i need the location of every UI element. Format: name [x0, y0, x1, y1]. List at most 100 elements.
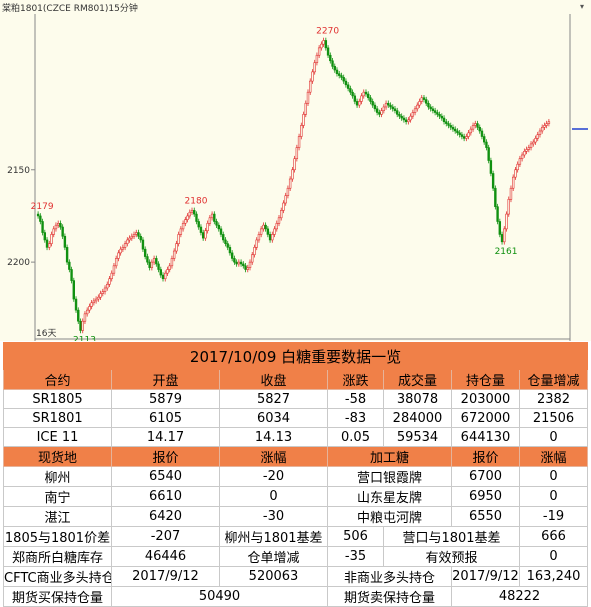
cell: 郑商所白糖库存 — [3, 546, 112, 567]
y-tick-label: 2200 — [7, 258, 30, 268]
cell: 520063 — [219, 566, 328, 587]
candle-body — [59, 223, 62, 228]
candle-body — [427, 102, 430, 108]
cftc-row: CFTC商业多头持仓 2017/9/12 520063 非商业多头持仓 2017… — [3, 566, 589, 587]
candle-body — [148, 261, 151, 268]
stock-row: 郑商所白糖库存 46446 仓单增减 -35 有效预报 0 — [3, 546, 589, 567]
candle-body — [425, 99, 428, 104]
candle-body — [246, 267, 249, 270]
candle-body — [242, 263, 245, 267]
header-cell: 收盘 — [219, 369, 328, 390]
candle-body — [498, 221, 502, 235]
candle-body — [462, 136, 466, 139]
cell: ICE 11 — [3, 427, 112, 447]
candle-body — [454, 128, 457, 132]
period-label: 16天 — [36, 329, 56, 339]
candle-body — [400, 115, 403, 119]
candle-body — [503, 228, 506, 243]
cell: 0 — [219, 486, 328, 507]
candle-body — [177, 234, 180, 244]
candle-body — [380, 110, 383, 115]
price-annotation: 2161 — [495, 247, 518, 257]
candle-body — [371, 101, 374, 106]
cell: 6420 — [111, 506, 220, 527]
candle-body — [471, 125, 475, 130]
candle-body — [135, 232, 138, 235]
candle-body — [36, 213, 40, 217]
candle-body — [286, 187, 290, 196]
candle-body — [54, 224, 58, 230]
candle-body — [547, 121, 551, 124]
cell: 5827 — [219, 389, 328, 409]
candle-body — [445, 121, 448, 124]
candle-body — [159, 269, 162, 276]
candle-body — [130, 235, 133, 239]
cell: 21506 — [518, 408, 589, 428]
candle-body — [355, 101, 359, 106]
candle-body — [83, 313, 87, 322]
candle-body — [447, 123, 450, 126]
candle-body — [85, 309, 89, 315]
candle-body — [277, 217, 281, 224]
cell: 2017/9/12 — [451, 566, 520, 587]
candle-body — [404, 119, 408, 123]
candle-body — [335, 69, 339, 75]
hedge-holding-row: 期货买保持仓量 50490 期货卖保持仓量 48222 — [3, 586, 589, 607]
cell: 6034 — [219, 408, 328, 428]
candle-body — [88, 306, 91, 311]
cell: 0 — [518, 486, 589, 507]
collapse-icon[interactable]: ▾ — [580, 2, 585, 11]
candle-body — [70, 269, 73, 281]
candle-body — [103, 287, 107, 292]
candle-body — [186, 215, 189, 220]
candle-body — [65, 247, 69, 263]
cell: 48222 — [450, 586, 589, 607]
candle-body — [333, 66, 336, 71]
cell: 0 — [518, 546, 589, 567]
cell: 506 — [327, 526, 384, 547]
candle-body — [193, 210, 196, 215]
candle-body — [126, 239, 129, 244]
candle-body — [416, 104, 419, 110]
basis-row: 1805与1801价差 -207 柳州与1801基差 506 营口与1801基差… — [3, 526, 589, 547]
price-annotation: 2113 — [73, 335, 96, 341]
chart-title: 棠粕1801(CZCE RM801)15分钟 — [2, 4, 138, 14]
cell: 38078 — [383, 389, 452, 409]
candle-body — [476, 123, 479, 128]
cell: 6105 — [111, 408, 220, 428]
candle-body — [288, 178, 292, 189]
candle-body — [369, 97, 372, 102]
candle-body — [469, 128, 473, 134]
candle-body — [179, 228, 183, 235]
cell: 14.17 — [111, 427, 220, 447]
cell: 湛江 — [3, 506, 112, 527]
cell: -19 — [518, 506, 589, 527]
cell: 期货卖保持仓量 — [327, 586, 452, 607]
candle-body — [146, 256, 149, 263]
candle-body — [217, 224, 220, 230]
candle-body — [233, 258, 236, 263]
candle-body — [322, 40, 325, 45]
candle-body — [293, 158, 296, 171]
candle-body — [514, 169, 517, 178]
cell: 6610 — [111, 486, 220, 507]
candle-body — [282, 202, 285, 211]
cell: 中粮屯河牌 — [327, 506, 452, 527]
candle-body — [304, 102, 307, 115]
candle-body — [152, 258, 156, 263]
candle-body — [195, 213, 198, 222]
cell: 6550 — [451, 506, 520, 527]
header-cell: 现货地 — [3, 446, 112, 467]
cell: SR1801 — [3, 408, 112, 428]
candle-body — [494, 187, 497, 208]
candle-body — [184, 219, 187, 224]
spot-row: 柳州 6540 -20 营口银霞牌 6700 0 — [3, 466, 589, 487]
candle-body — [491, 173, 495, 189]
candle-body — [485, 141, 488, 148]
candle-body — [306, 91, 310, 104]
candle-group — [36, 37, 551, 334]
candle-body — [511, 176, 515, 189]
candle-body — [393, 108, 397, 111]
candle-body — [407, 119, 410, 123]
candle-body — [41, 221, 44, 233]
